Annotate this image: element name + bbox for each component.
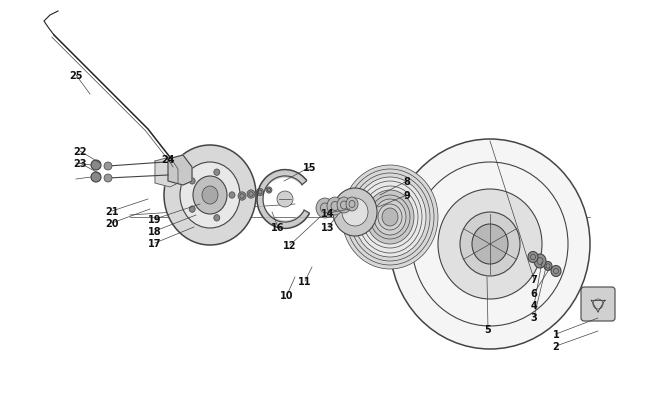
Polygon shape	[168, 156, 192, 185]
Ellipse shape	[247, 190, 255, 199]
Text: 10: 10	[280, 290, 294, 300]
Ellipse shape	[180, 162, 240, 228]
Text: 15: 15	[304, 162, 317, 173]
Text: 13: 13	[321, 222, 335, 232]
Ellipse shape	[534, 254, 546, 269]
Ellipse shape	[91, 161, 101, 171]
Ellipse shape	[316, 198, 334, 218]
Text: 11: 11	[298, 276, 312, 286]
Text: 25: 25	[70, 71, 83, 81]
Ellipse shape	[257, 189, 263, 196]
Ellipse shape	[366, 190, 414, 244]
Text: 2: 2	[552, 341, 560, 351]
Polygon shape	[155, 158, 178, 188]
Ellipse shape	[346, 198, 358, 211]
Ellipse shape	[327, 198, 343, 215]
Text: 17: 17	[148, 239, 162, 248]
Ellipse shape	[460, 213, 520, 276]
Ellipse shape	[164, 146, 256, 245]
Ellipse shape	[277, 192, 293, 207]
Text: 5: 5	[485, 324, 491, 334]
Text: 4: 4	[530, 300, 538, 310]
Text: 8: 8	[404, 177, 410, 187]
Ellipse shape	[238, 192, 246, 201]
Text: 3: 3	[530, 312, 538, 322]
Ellipse shape	[104, 162, 112, 171]
Text: 1: 1	[552, 329, 560, 339]
Text: 18: 18	[148, 226, 162, 237]
Ellipse shape	[354, 177, 426, 257]
Text: 21: 21	[105, 207, 119, 216]
Text: 14: 14	[321, 209, 335, 218]
Ellipse shape	[104, 175, 112, 183]
Ellipse shape	[189, 178, 195, 185]
Text: 6: 6	[530, 288, 538, 298]
Ellipse shape	[342, 198, 368, 226]
Text: 12: 12	[283, 241, 297, 250]
Text: 9: 9	[404, 190, 410, 200]
Ellipse shape	[382, 209, 398, 226]
FancyBboxPatch shape	[581, 287, 615, 321]
Ellipse shape	[544, 262, 552, 271]
Ellipse shape	[551, 266, 561, 277]
Ellipse shape	[342, 166, 438, 269]
Text: 7: 7	[530, 274, 538, 284]
Ellipse shape	[189, 207, 195, 213]
Text: 20: 20	[105, 218, 119, 228]
Ellipse shape	[91, 173, 101, 183]
Ellipse shape	[333, 189, 377, 237]
Text: 19: 19	[148, 215, 162, 224]
Ellipse shape	[202, 187, 218, 205]
Ellipse shape	[528, 252, 538, 263]
Text: 23: 23	[73, 159, 86, 168]
Ellipse shape	[472, 224, 508, 264]
Polygon shape	[257, 172, 309, 228]
Ellipse shape	[266, 188, 272, 194]
Text: 22: 22	[73, 147, 86, 157]
Text: 16: 16	[271, 222, 285, 232]
Ellipse shape	[193, 177, 227, 215]
Ellipse shape	[214, 170, 220, 176]
Ellipse shape	[390, 140, 590, 349]
Ellipse shape	[374, 200, 406, 235]
Ellipse shape	[337, 198, 351, 213]
Ellipse shape	[229, 192, 235, 199]
Text: 24: 24	[161, 155, 175, 164]
Ellipse shape	[438, 190, 542, 299]
Ellipse shape	[214, 215, 220, 222]
